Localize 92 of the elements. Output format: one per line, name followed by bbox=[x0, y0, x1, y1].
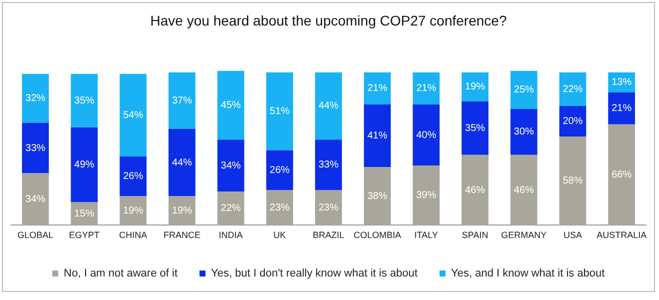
chart-title: Have you heard about the upcoming COP27 conference? bbox=[150, 12, 507, 28]
bar bbox=[168, 196, 196, 226]
bar bbox=[608, 124, 636, 226]
data-label: 38% bbox=[367, 190, 388, 202]
bar bbox=[315, 72, 342, 140]
bar bbox=[266, 72, 294, 150]
x-tick-label: EGYPT bbox=[69, 230, 100, 240]
data-label: 19% bbox=[172, 205, 192, 216]
x-tick-label: CHINA bbox=[119, 230, 148, 240]
data-label: 19% bbox=[465, 82, 486, 93]
data-label: 37% bbox=[172, 95, 192, 106]
data-label: 66% bbox=[612, 170, 632, 181]
bar bbox=[22, 122, 49, 174]
bar bbox=[266, 150, 294, 190]
data-label: 25% bbox=[514, 84, 534, 96]
x-tick-label: ITALY bbox=[414, 230, 438, 240]
bar bbox=[22, 173, 49, 226]
bar bbox=[462, 72, 488, 102]
data-label: 19% bbox=[123, 205, 144, 216]
legend-label: Yes, and I know what it is about bbox=[451, 268, 605, 280]
data-label: 32% bbox=[25, 93, 46, 104]
x-tick-label: BRAZIL bbox=[312, 230, 344, 240]
bar bbox=[217, 70, 244, 140]
bar bbox=[559, 72, 586, 106]
data-label: 34% bbox=[220, 160, 241, 172]
bar bbox=[217, 140, 244, 192]
bar bbox=[559, 136, 586, 226]
data-label: 54% bbox=[123, 110, 144, 121]
x-tick-label: INDIA bbox=[218, 230, 243, 240]
x-tick-label: GLOBAL bbox=[17, 230, 54, 240]
legend-label: No, I am not aware of it bbox=[64, 268, 178, 280]
bar bbox=[412, 166, 440, 226]
x-tick-label: UK bbox=[273, 230, 286, 240]
data-label: 51% bbox=[270, 106, 290, 118]
legend-label: Yes, but I don't really know what it is about bbox=[210, 268, 418, 280]
bar bbox=[217, 192, 244, 226]
data-label: 44% bbox=[172, 157, 192, 168]
bar bbox=[120, 196, 147, 226]
bar bbox=[315, 190, 342, 226]
data-label: 39% bbox=[416, 190, 436, 202]
data-label: 15% bbox=[74, 208, 94, 220]
x-tick-label: GERMANY bbox=[501, 230, 547, 240]
bar bbox=[412, 72, 440, 104]
data-label: 35% bbox=[465, 122, 486, 134]
data-label: 21% bbox=[367, 83, 388, 94]
data-label: 33% bbox=[318, 160, 339, 171]
data-label: 44% bbox=[318, 100, 339, 112]
bar bbox=[70, 127, 98, 202]
bar bbox=[266, 190, 294, 226]
data-label: 23% bbox=[270, 202, 290, 214]
x-tick-label: SPAIN bbox=[462, 230, 488, 240]
data-label: 34% bbox=[25, 194, 46, 205]
x-tick-label: AUSTRALIA bbox=[596, 230, 647, 240]
x-tick-label: USA bbox=[563, 230, 582, 240]
bar bbox=[462, 154, 488, 226]
data-label: 21% bbox=[416, 83, 436, 94]
data-label: 33% bbox=[25, 142, 46, 154]
data-label: 26% bbox=[270, 164, 290, 176]
data-label: 40% bbox=[416, 130, 436, 141]
bar bbox=[364, 72, 391, 104]
bar bbox=[70, 74, 98, 128]
bar bbox=[510, 109, 538, 155]
bar bbox=[22, 74, 49, 123]
data-label: 35% bbox=[74, 95, 94, 106]
bar bbox=[412, 104, 440, 166]
data-label: 46% bbox=[514, 184, 534, 196]
data-label: 49% bbox=[74, 160, 94, 171]
data-label: 45% bbox=[220, 100, 241, 111]
bar bbox=[510, 154, 538, 226]
bar bbox=[120, 156, 147, 196]
bar bbox=[364, 167, 391, 226]
data-label: 23% bbox=[318, 202, 339, 214]
data-label: 26% bbox=[123, 171, 144, 182]
bar bbox=[462, 101, 488, 155]
data-label: 30% bbox=[514, 126, 534, 138]
data-label: 13% bbox=[612, 77, 632, 88]
bar bbox=[364, 104, 391, 168]
x-tick-label: COLOMBIA bbox=[354, 230, 402, 240]
bar bbox=[510, 70, 538, 110]
data-label: 58% bbox=[562, 176, 583, 187]
data-label: 20% bbox=[562, 116, 583, 128]
data-label: 22% bbox=[220, 203, 241, 214]
data-label: 21% bbox=[612, 103, 632, 114]
data-label: 46% bbox=[465, 184, 486, 196]
bar bbox=[315, 140, 342, 190]
data-label: 22% bbox=[562, 84, 583, 95]
x-tick-label: FRANCE bbox=[163, 230, 200, 240]
data-label: 41% bbox=[367, 130, 388, 142]
bar bbox=[120, 74, 147, 156]
bar bbox=[608, 92, 636, 124]
bar bbox=[168, 128, 196, 196]
bar bbox=[168, 72, 196, 129]
